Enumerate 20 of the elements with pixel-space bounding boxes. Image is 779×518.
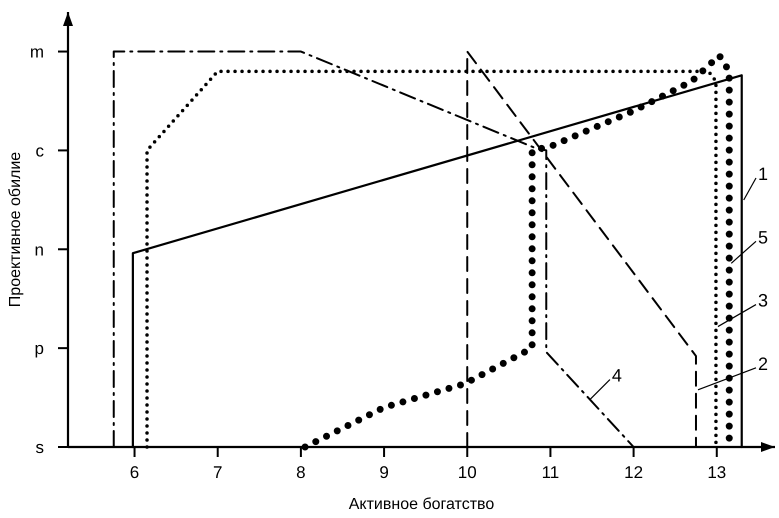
text: 2: [758, 354, 768, 374]
category-label: n: [34, 240, 44, 260]
x-tick-label: 8: [296, 463, 306, 482]
series-label: 4: [612, 366, 622, 386]
category-label: m: [30, 42, 44, 62]
x-tick-label: 13: [707, 463, 726, 482]
series-label: 5: [758, 227, 768, 248]
category-label: s: [36, 438, 44, 457]
x-axis-title: Активное богатство: [348, 496, 494, 513]
x-tick-label: 12: [624, 463, 644, 482]
x-tick-label: 9: [379, 463, 389, 482]
x-tick-label: 7: [212, 463, 222, 482]
category-label: c: [36, 141, 44, 160]
category-label: p: [34, 339, 44, 358]
y-axis-title: Проективное обилие: [7, 152, 24, 308]
x-tick-label: 10: [458, 463, 477, 482]
series-label: 1: [758, 164, 768, 184]
x-tick-label: 6: [130, 463, 140, 482]
text: 3: [758, 290, 768, 311]
x-tick-label: 11: [542, 463, 560, 482]
